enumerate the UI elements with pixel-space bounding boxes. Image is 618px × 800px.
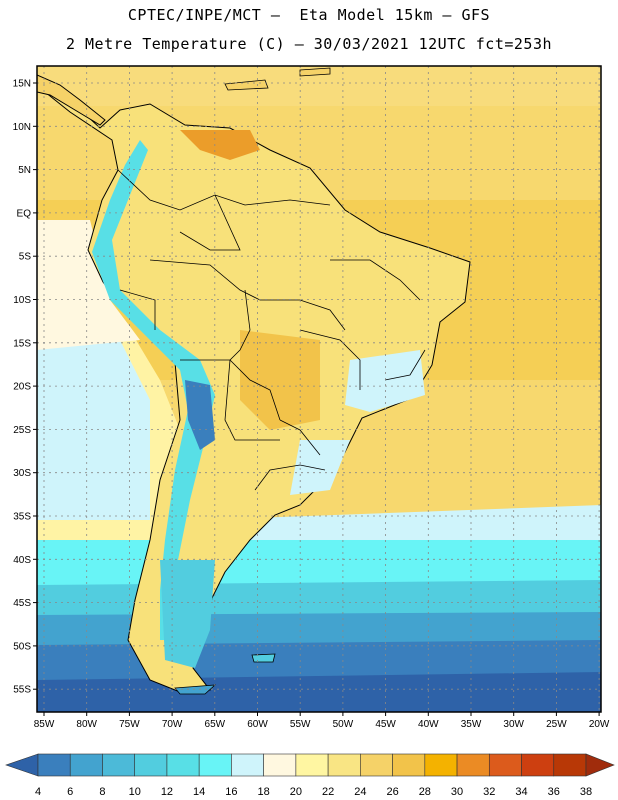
colorbar-swatch xyxy=(521,753,555,777)
colorbar-swatch xyxy=(392,753,426,777)
colorbar-labels: 4 6 8 10 12 14 16 18 20 22 24 26 28 30 32 34 36 38 xyxy=(35,786,592,798)
lat-label: 50S xyxy=(13,641,31,652)
colorbar-label: 10 xyxy=(129,786,141,798)
colorbar-label: 8 xyxy=(99,786,105,798)
lat-label: 55S xyxy=(13,685,31,696)
pacific-cool-band xyxy=(37,340,150,520)
colorbar-label: 28 xyxy=(419,786,431,798)
altiplano-cold-patch xyxy=(185,380,215,450)
colorbar-label: 4 xyxy=(35,786,41,798)
colorbar-swatch xyxy=(198,753,232,777)
colorbar-swatch xyxy=(166,753,200,777)
caribbean-island-1 xyxy=(224,79,269,91)
southern-brazil-cool-patch xyxy=(290,440,350,495)
colorbar-swatch xyxy=(295,753,329,777)
lon-label: 70W xyxy=(162,719,183,730)
lat-label: 40S xyxy=(13,555,31,566)
map-area xyxy=(37,66,601,712)
colorbar-left-arrow xyxy=(5,753,39,777)
lat-label: 10N xyxy=(13,122,31,133)
lat-label: 45S xyxy=(13,598,31,609)
colorbar-swatch xyxy=(424,753,458,777)
central-america-landmass xyxy=(37,74,106,126)
colorbar-swatch xyxy=(327,753,361,777)
colorbar-label: 20 xyxy=(290,786,302,798)
lat-label: 10S xyxy=(13,295,31,306)
colorbar-label: 32 xyxy=(483,786,495,798)
colorbar-label: 24 xyxy=(354,786,366,798)
colorbar-swatch xyxy=(488,753,522,777)
colorbar-label: 14 xyxy=(193,786,205,798)
venezuela-hot-spot xyxy=(180,130,260,160)
lat-label: 20S xyxy=(13,382,31,393)
falkland-islands xyxy=(251,653,276,663)
colorbar-swatch xyxy=(69,753,103,777)
latitude-labels: 15N 10N 5N EQ 5S 10S 15S 20S 25S 30S 35S 40S 45S 50S 5… xyxy=(13,79,37,696)
title-line-2: 2 Metre Temperature (C) – 30/03/2021 12U… xyxy=(65,35,553,53)
southeast-brazil-cool-patch xyxy=(345,350,425,412)
lat-label: 5N xyxy=(18,165,31,176)
lon-label: 35W xyxy=(461,719,482,730)
longitude-labels: 85W 80W 75W 70W 65W 60W 55W 50W 45W 40W 35W 30W 25W 2… xyxy=(34,712,610,730)
lon-label: 65W xyxy=(205,719,226,730)
colorbar-swatch xyxy=(102,753,136,777)
colorbar-swatch xyxy=(134,753,168,777)
lon-label: 85W xyxy=(34,719,55,730)
colorbar-label: 34 xyxy=(515,786,527,798)
lat-label: EQ xyxy=(17,208,32,219)
colorbar-label: 26 xyxy=(386,786,398,798)
colorbar-label: 38 xyxy=(580,786,592,798)
colorbar-label: 12 xyxy=(161,786,173,798)
tierra-del-fuego xyxy=(174,684,217,695)
lon-label: 55W xyxy=(290,719,311,730)
pacific-mild-band xyxy=(37,220,140,350)
colorbar-swatch xyxy=(360,753,393,777)
lon-label: 25W xyxy=(546,719,567,730)
lon-label: 45W xyxy=(375,719,396,730)
lon-label: 50W xyxy=(333,719,354,730)
colorbar-swatch xyxy=(37,753,71,777)
colorbar-swatch xyxy=(456,753,490,777)
lon-label: 80W xyxy=(76,719,97,730)
colorbar-swatch xyxy=(231,753,264,777)
patagonia-cool-region xyxy=(160,560,215,668)
lon-label: 40W xyxy=(418,719,439,730)
lat-lon-grid xyxy=(37,66,601,712)
colorbar-swatch xyxy=(553,753,587,777)
colorbar-right-arrow xyxy=(585,753,615,777)
colorbar-label: 18 xyxy=(258,786,270,798)
lat-label: 15N xyxy=(13,79,31,90)
lat-label: 35S xyxy=(13,512,31,523)
lat-label: 5S xyxy=(19,252,32,263)
lon-label: 20W xyxy=(589,719,610,730)
map-frame xyxy=(36,65,602,713)
colorbar-label: 36 xyxy=(548,786,560,798)
colorbar xyxy=(5,753,615,777)
colorbar-label: 6 xyxy=(67,786,73,798)
lat-label: 30S xyxy=(13,468,31,479)
title-line-1: CPTEC/INPE/MCT – Eta Model 15km – GFS xyxy=(127,6,491,24)
colorbar-swatch xyxy=(263,753,297,777)
lon-label: 75W xyxy=(119,719,140,730)
colorbar-label: 22 xyxy=(322,786,334,798)
colorbar-label: 16 xyxy=(225,786,237,798)
andes-cool-strip xyxy=(92,140,215,640)
lon-label: 60W xyxy=(247,719,268,730)
lon-label: 30W xyxy=(503,719,524,730)
colorbar-label: 30 xyxy=(451,786,463,798)
lat-label: 25S xyxy=(13,425,31,436)
lat-label: 15S xyxy=(13,338,31,349)
